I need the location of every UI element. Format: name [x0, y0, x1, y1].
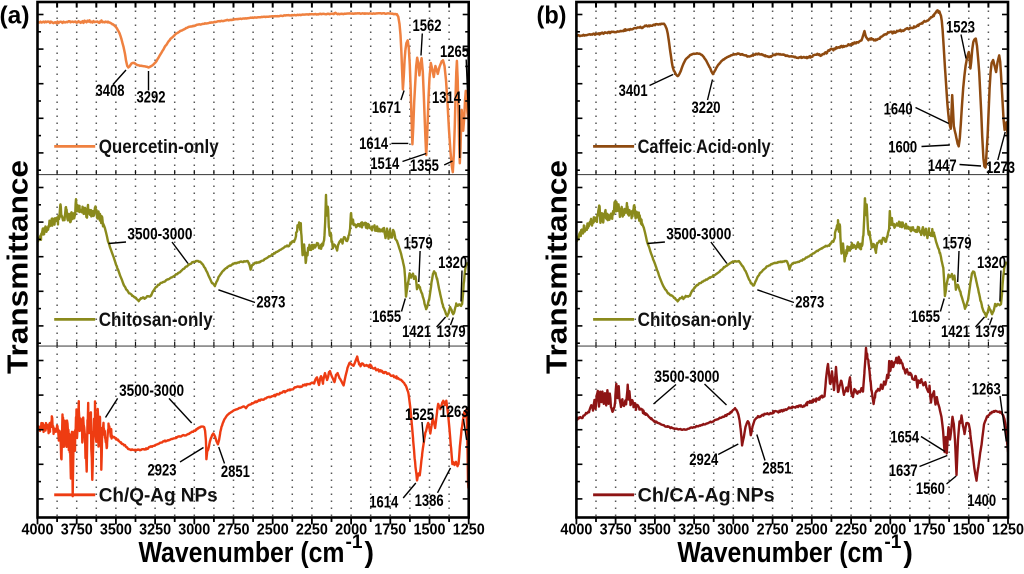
svg-text:3220: 3220: [692, 99, 721, 117]
svg-text:4000: 4000: [22, 522, 54, 539]
svg-text:Quercetin-only: Quercetin-only: [99, 136, 219, 158]
svg-text:3250: 3250: [678, 522, 710, 539]
svg-text:1421: 1421: [402, 323, 431, 341]
svg-text:1523: 1523: [946, 18, 975, 36]
svg-text:1525: 1525: [405, 406, 434, 424]
svg-text:1655: 1655: [911, 308, 940, 326]
svg-text:1614: 1614: [359, 135, 389, 153]
svg-text:2924: 2924: [689, 451, 719, 469]
svg-text:1579: 1579: [404, 235, 433, 253]
svg-text:2250: 2250: [835, 522, 867, 539]
svg-text:2873: 2873: [795, 293, 824, 311]
svg-text:1579: 1579: [943, 235, 972, 253]
svg-text:1273: 1273: [986, 159, 1015, 177]
svg-text:): ): [365, 537, 375, 569]
svg-text:Ch/CA-Ag NPs: Ch/CA-Ag NPs: [638, 484, 775, 506]
svg-text:1447: 1447: [928, 157, 957, 175]
svg-text:1637: 1637: [889, 462, 918, 480]
svg-text:3000: 3000: [717, 522, 749, 539]
svg-text:1600: 1600: [888, 139, 917, 157]
svg-text:1671: 1671: [372, 99, 401, 117]
svg-text:3500-3000: 3500-3000: [666, 225, 731, 243]
svg-text:Chitosan-only: Chitosan-only: [638, 309, 752, 331]
svg-text:2923: 2923: [148, 462, 177, 480]
svg-text:3750: 3750: [600, 522, 632, 539]
svg-text:Transmittance: Transmittance: [541, 160, 573, 374]
svg-text:3500: 3500: [100, 522, 132, 539]
svg-text:Ch/Q-Ag NPs: Ch/Q-Ag NPs: [99, 484, 218, 506]
svg-text:-1: -1: [884, 532, 901, 553]
svg-text:2500: 2500: [796, 522, 828, 539]
svg-text:1250: 1250: [453, 522, 485, 539]
svg-text:1750: 1750: [374, 522, 406, 539]
svg-text:1655: 1655: [372, 308, 401, 326]
svg-text:2250: 2250: [296, 522, 328, 539]
svg-text:1320: 1320: [438, 254, 467, 272]
svg-text:Caffeic Acid-only: Caffeic Acid-only: [638, 136, 771, 158]
svg-text:1379: 1379: [976, 323, 1005, 341]
svg-text:1640: 1640: [884, 101, 913, 119]
svg-text:1250: 1250: [992, 522, 1024, 539]
svg-text:2750: 2750: [218, 522, 250, 539]
svg-text:1400: 1400: [967, 492, 996, 510]
svg-text:2750: 2750: [757, 522, 789, 539]
svg-text:1562: 1562: [413, 17, 442, 35]
svg-text:(a): (a): [0, 2, 30, 30]
svg-text:1314: 1314: [432, 89, 462, 107]
svg-text:1500: 1500: [953, 522, 985, 539]
svg-text:): ): [903, 537, 913, 569]
svg-text:Wavenumber (cm: Wavenumber (cm: [677, 537, 883, 569]
svg-text:1514: 1514: [370, 155, 400, 173]
svg-text:(b): (b): [537, 2, 567, 30]
svg-text:1421: 1421: [941, 323, 970, 341]
svg-text:3250: 3250: [139, 522, 171, 539]
svg-text:3500-3000: 3500-3000: [119, 382, 184, 400]
svg-text:Wavenumber (cm: Wavenumber (cm: [139, 537, 345, 569]
svg-text:2851: 2851: [762, 460, 791, 478]
svg-text:1263: 1263: [440, 403, 469, 421]
svg-text:3401: 3401: [619, 82, 648, 100]
svg-text:3000: 3000: [178, 522, 210, 539]
svg-text:Chitosan-only: Chitosan-only: [99, 309, 213, 331]
svg-text:3750: 3750: [61, 522, 93, 539]
svg-text:2500: 2500: [257, 522, 289, 539]
svg-text:3500: 3500: [639, 522, 671, 539]
svg-text:1263: 1263: [972, 380, 1001, 398]
svg-text:3500-3000: 3500-3000: [655, 368, 720, 386]
svg-text:-1: -1: [346, 532, 363, 553]
svg-text:1355: 1355: [410, 157, 439, 175]
svg-text:1560: 1560: [916, 480, 945, 498]
svg-text:2851: 2851: [221, 463, 250, 481]
svg-text:1379: 1379: [437, 323, 466, 341]
svg-text:4000: 4000: [560, 522, 592, 539]
svg-text:1386: 1386: [415, 492, 444, 510]
svg-text:Transmittance: Transmittance: [3, 160, 35, 374]
svg-text:1654: 1654: [890, 429, 920, 447]
svg-text:3500-3000: 3500-3000: [127, 225, 192, 243]
svg-text:1320: 1320: [977, 254, 1006, 272]
svg-text:1265: 1265: [440, 43, 469, 61]
svg-text:3292: 3292: [137, 89, 166, 107]
svg-text:2873: 2873: [256, 293, 285, 311]
svg-text:1614: 1614: [369, 494, 399, 512]
svg-text:1750: 1750: [914, 522, 946, 539]
svg-text:1500: 1500: [414, 522, 446, 539]
svg-text:3408: 3408: [96, 82, 125, 100]
